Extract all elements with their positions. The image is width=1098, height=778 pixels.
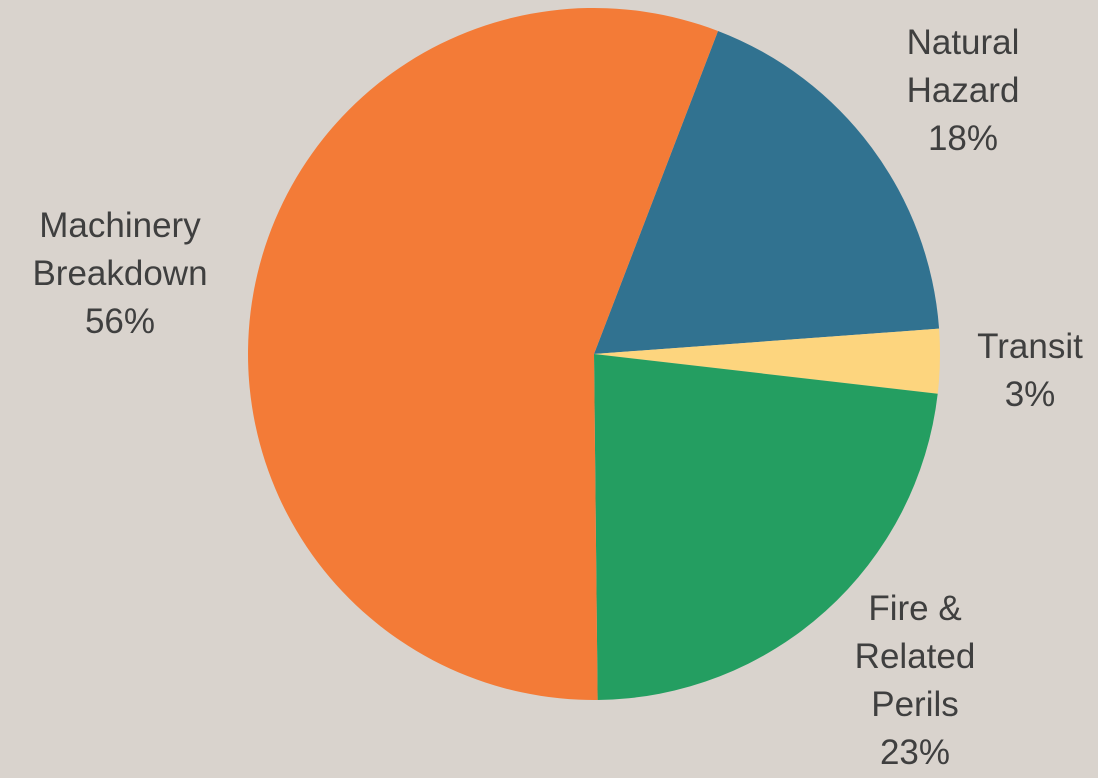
slice-name-line-3-1: Breakdown xyxy=(32,254,207,293)
slice-name-line-1-0: Transit xyxy=(977,327,1083,366)
slice-percent-3: 56% xyxy=(85,302,155,341)
slice-percent-2: 23% xyxy=(880,733,950,772)
slice-name-line-0-0: Natural xyxy=(907,23,1020,62)
pie-slice-1 xyxy=(594,328,941,394)
slice-label-0: Natural Hazard 18% xyxy=(907,23,1020,158)
pie-slice-3 xyxy=(248,7,718,700)
slice-name-line-2-1: Related xyxy=(855,637,976,676)
slice-name-line-0-1: Hazard xyxy=(907,71,1020,110)
slice-percent-1: 3% xyxy=(1005,375,1056,414)
slice-name-line-2-2: Perils xyxy=(871,685,959,724)
slice-name-line-3-0: Machinery xyxy=(39,206,201,245)
pie-slice-0 xyxy=(594,30,940,354)
slice-name-line-2-0: Fire & xyxy=(868,589,961,628)
slice-label-3: Machinery Breakdown 56% xyxy=(32,206,207,341)
pie-slice-2 xyxy=(594,354,938,700)
slice-percent-0: 18% xyxy=(928,119,998,158)
labels-layer: Natural Hazard 18% Transit 3% Fire & Related Pe… xyxy=(32,23,1083,772)
slice-label-1: Transit 3% xyxy=(977,327,1083,414)
slices-layer xyxy=(248,7,941,700)
slice-label-2: Fire & Related Perils 23% xyxy=(855,589,976,772)
